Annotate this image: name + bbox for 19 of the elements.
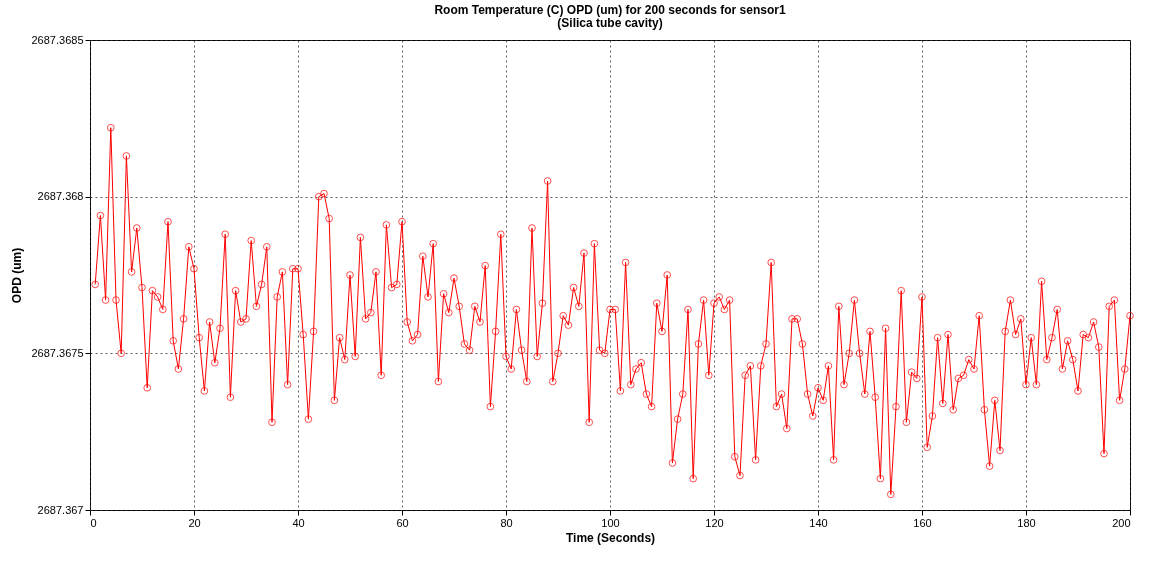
x-tick-label: 100 <box>601 516 620 529</box>
y-axis-title: OPD (um) <box>9 247 24 304</box>
x-tick-label: 20 <box>188 516 201 529</box>
x-tick-label: 60 <box>396 516 409 529</box>
x-tick-label: 80 <box>500 516 513 529</box>
y-tick-label: 2687.367 <box>37 503 84 516</box>
x-tick-label: 0 <box>90 516 97 529</box>
y-tick-label: 2687.368 <box>37 190 84 203</box>
x-tick-label: 200 <box>1112 516 1131 529</box>
x-tick-label: 120 <box>705 516 724 529</box>
x-tick-label: 40 <box>292 516 305 529</box>
x-axis-title: Time (Seconds) <box>565 530 656 545</box>
x-tick-label: 160 <box>913 516 932 529</box>
x-tick-label: 180 <box>1017 516 1036 529</box>
y-tick-label: 2687.3685 <box>31 33 84 46</box>
y-tick-label: 2687.3675 <box>31 346 84 359</box>
chart-title: Room Temperature (C) OPD (um) for 200 seconds for sensor1 <box>434 3 786 17</box>
x-tick-label: 140 <box>809 516 828 529</box>
chart-subtitle: (Silica tube cavity) <box>557 16 663 30</box>
